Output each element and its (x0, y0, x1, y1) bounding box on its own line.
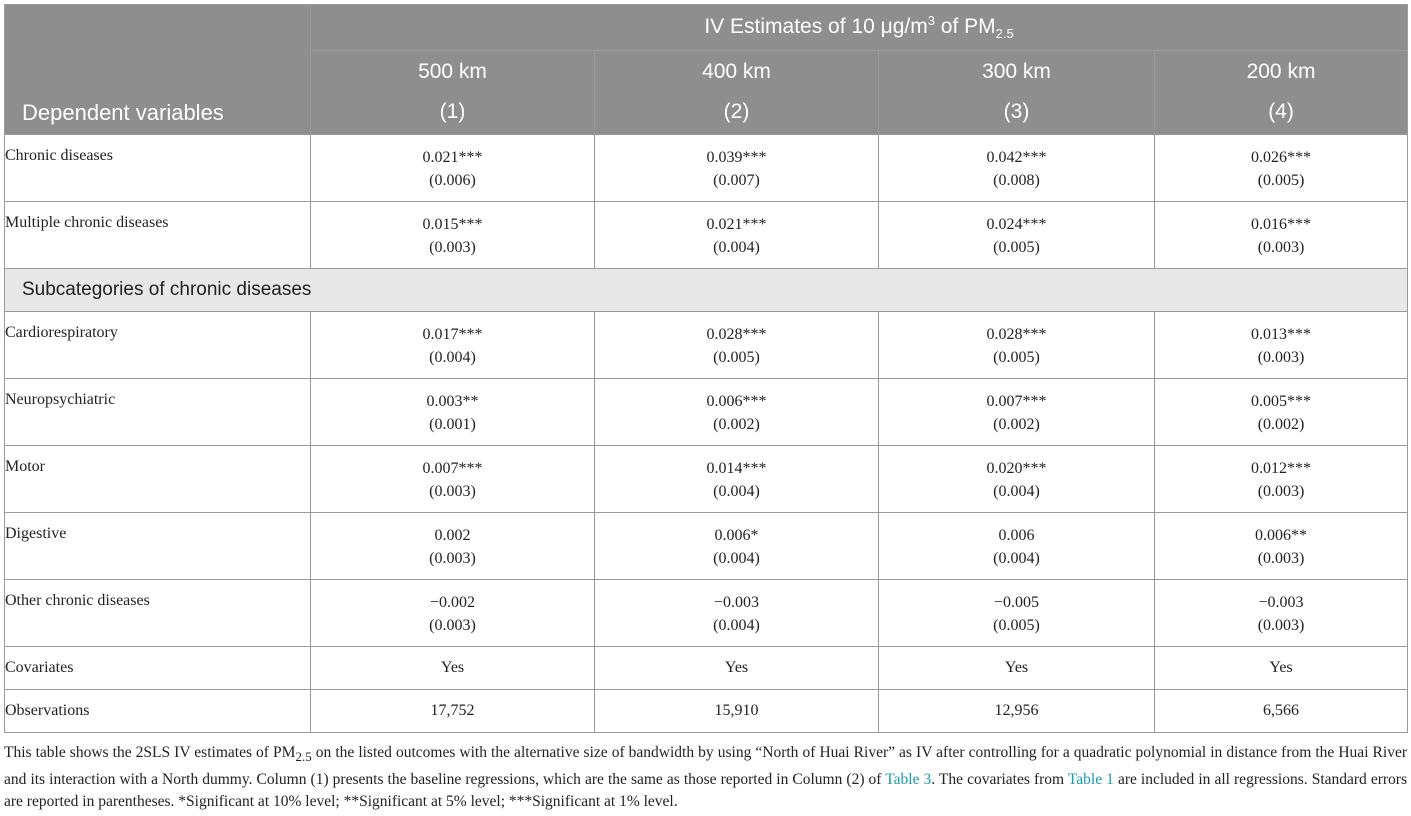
table-cell: 0.002 (0.003) (310, 512, 595, 580)
table-cell: 6,566 (1153, 689, 1409, 733)
table-cell: −0.003 (0.003) (1153, 579, 1409, 647)
table-row: Chronic diseases 0.021*** (0.006) 0.039**… (4, 134, 1409, 202)
spanner-header: IV Estimates of 10 μg/m3 of PM2.5 (309, 4, 1409, 51)
table-3-link[interactable]: Table 3 (885, 770, 932, 788)
row-label: Multiple chronic diseases (4, 201, 311, 269)
table-1-link[interactable]: Table 1 (1067, 770, 1114, 788)
column-header-4: 200 km (4) (1153, 50, 1409, 135)
table-cell: 15,910 (594, 689, 879, 733)
row-label: Observations (4, 689, 311, 733)
table-cell: 0.039*** (0.007) (594, 134, 879, 202)
table-cell: 17,752 (310, 689, 595, 733)
table-row: Neuropsychiatric 0.003** (0.001) 0.006***… (4, 378, 1409, 446)
table-row: Motor 0.007*** (0.003) 0.014*** (0.004) 0.… (4, 445, 1409, 513)
table-cell: 0.006*** (0.002) (594, 378, 879, 446)
table-cell: 0.017*** (0.004) (310, 311, 595, 379)
table-row: Digestive 0.002 (0.003) 0.006* (0.004) 0.0… (4, 512, 1409, 580)
table-cell: 12,956 (878, 689, 1155, 733)
table-cell: 0.005*** (0.002) (1153, 378, 1409, 446)
row-label: Chronic diseases (4, 134, 311, 202)
table-cell: 0.013*** (0.003) (1153, 311, 1409, 379)
row-label: Other chronic diseases (4, 579, 311, 647)
table-cell: Yes (878, 646, 1155, 690)
table-cell: 0.024*** (0.005) (878, 201, 1155, 269)
column-header-3: 300 km (3) (878, 50, 1155, 135)
table-row: Multiple chronic diseases 0.015*** (0.003… (4, 201, 1409, 269)
table-cell: Yes (594, 646, 879, 690)
results-table: Dependent variables IV Estimates of 10 μ… (3, 4, 1409, 733)
column-header-1: 500 km (1) (310, 50, 595, 135)
row-label: Digestive (4, 512, 311, 580)
table-row: Cardiorespiratory 0.017*** (0.004) 0.028*… (4, 311, 1409, 379)
table-cell: 0.026*** (0.005) (1153, 134, 1409, 202)
table-cell: 0.015*** (0.003) (310, 201, 595, 269)
table-footnote: This table shows the 2SLS IV estimates o… (4, 744, 1407, 811)
table-cell: 0.020*** (0.004) (878, 445, 1155, 513)
subcategory-heading-row: Subcategories of chronic diseases (3, 268, 1409, 312)
table-cell: 0.003** (0.001) (310, 378, 595, 446)
column-header-2: 400 km (2) (594, 50, 879, 135)
covariates-row: Covariates Yes Yes Yes Yes (4, 646, 1409, 690)
row-label: Neuropsychiatric (4, 378, 311, 446)
table-cell: −0.003 (0.004) (594, 579, 879, 647)
table-cell: −0.002 (0.003) (310, 579, 595, 647)
subcategory-heading: Subcategories of chronic diseases (3, 268, 1409, 312)
table-row: Other chronic diseases −0.002 (0.003) −0.… (4, 579, 1409, 647)
table-cell: 0.006* (0.004) (594, 512, 879, 580)
table-cell: 0.006 (0.004) (878, 512, 1155, 580)
dependent-variables-header: Dependent variables (4, 4, 311, 135)
table-cell: Yes (1153, 646, 1409, 690)
row-label: Covariates (4, 646, 311, 690)
table-cell: 0.014*** (0.004) (594, 445, 879, 513)
table-cell: 0.028*** (0.005) (878, 311, 1155, 379)
table-cell: 0.042*** (0.008) (878, 134, 1155, 202)
table-cell: 0.007*** (0.003) (310, 445, 595, 513)
table-cell: −0.005 (0.005) (878, 579, 1155, 647)
observations-row: Observations 17,752 15,910 12,956 6,566 (4, 689, 1409, 733)
table-cell: 0.006** (0.003) (1153, 512, 1409, 580)
row-label: Motor (4, 445, 311, 513)
table-cell: 0.016*** (0.003) (1153, 201, 1409, 269)
table-cell: 0.028*** (0.005) (594, 311, 879, 379)
table-cell: 0.021*** (0.006) (310, 134, 595, 202)
table-cell: 0.012*** (0.003) (1153, 445, 1409, 513)
table-cell: Yes (310, 646, 595, 690)
table-cell: 0.021*** (0.004) (594, 201, 879, 269)
table-cell: 0.007*** (0.002) (878, 378, 1155, 446)
row-label: Cardiorespiratory (4, 311, 311, 379)
